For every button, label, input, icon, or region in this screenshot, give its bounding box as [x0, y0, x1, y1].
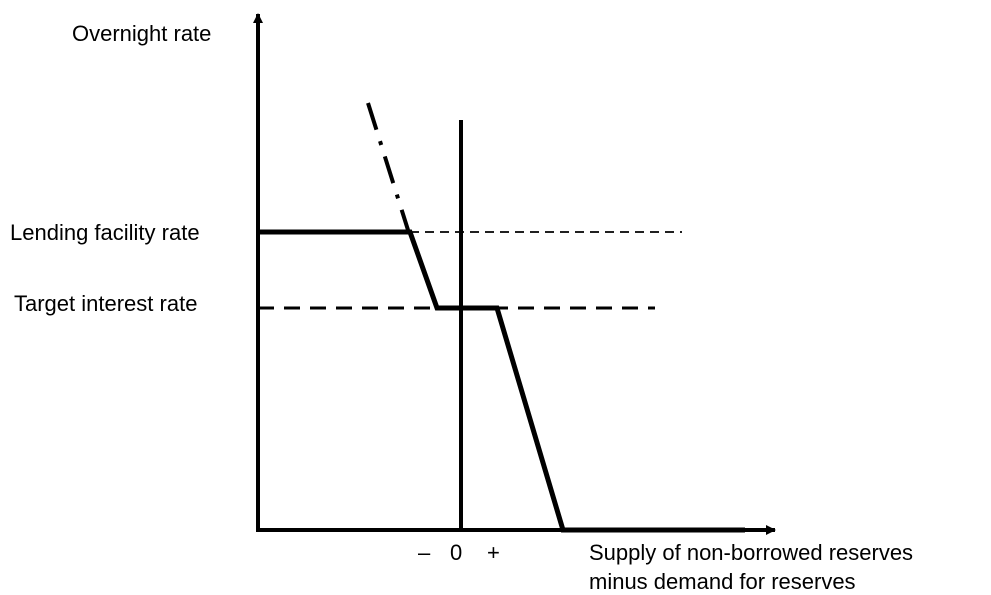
x-tick-zero: 0	[450, 540, 462, 565]
x-axis-label-line1: Supply of non-borrowed reserves	[589, 540, 913, 565]
x-tick-plus: +	[487, 540, 500, 565]
demand-curve-extension	[366, 102, 410, 231]
lending-rate-label: Lending facility rate	[10, 220, 200, 245]
target-rate-label: Target interest rate	[14, 291, 197, 316]
y-axis-label: Overnight rate	[72, 21, 211, 46]
demand-curve	[258, 229, 745, 533]
x-tick-minus: –	[418, 540, 431, 565]
x-axis-label-line2: minus demand for reserves	[589, 569, 856, 594]
